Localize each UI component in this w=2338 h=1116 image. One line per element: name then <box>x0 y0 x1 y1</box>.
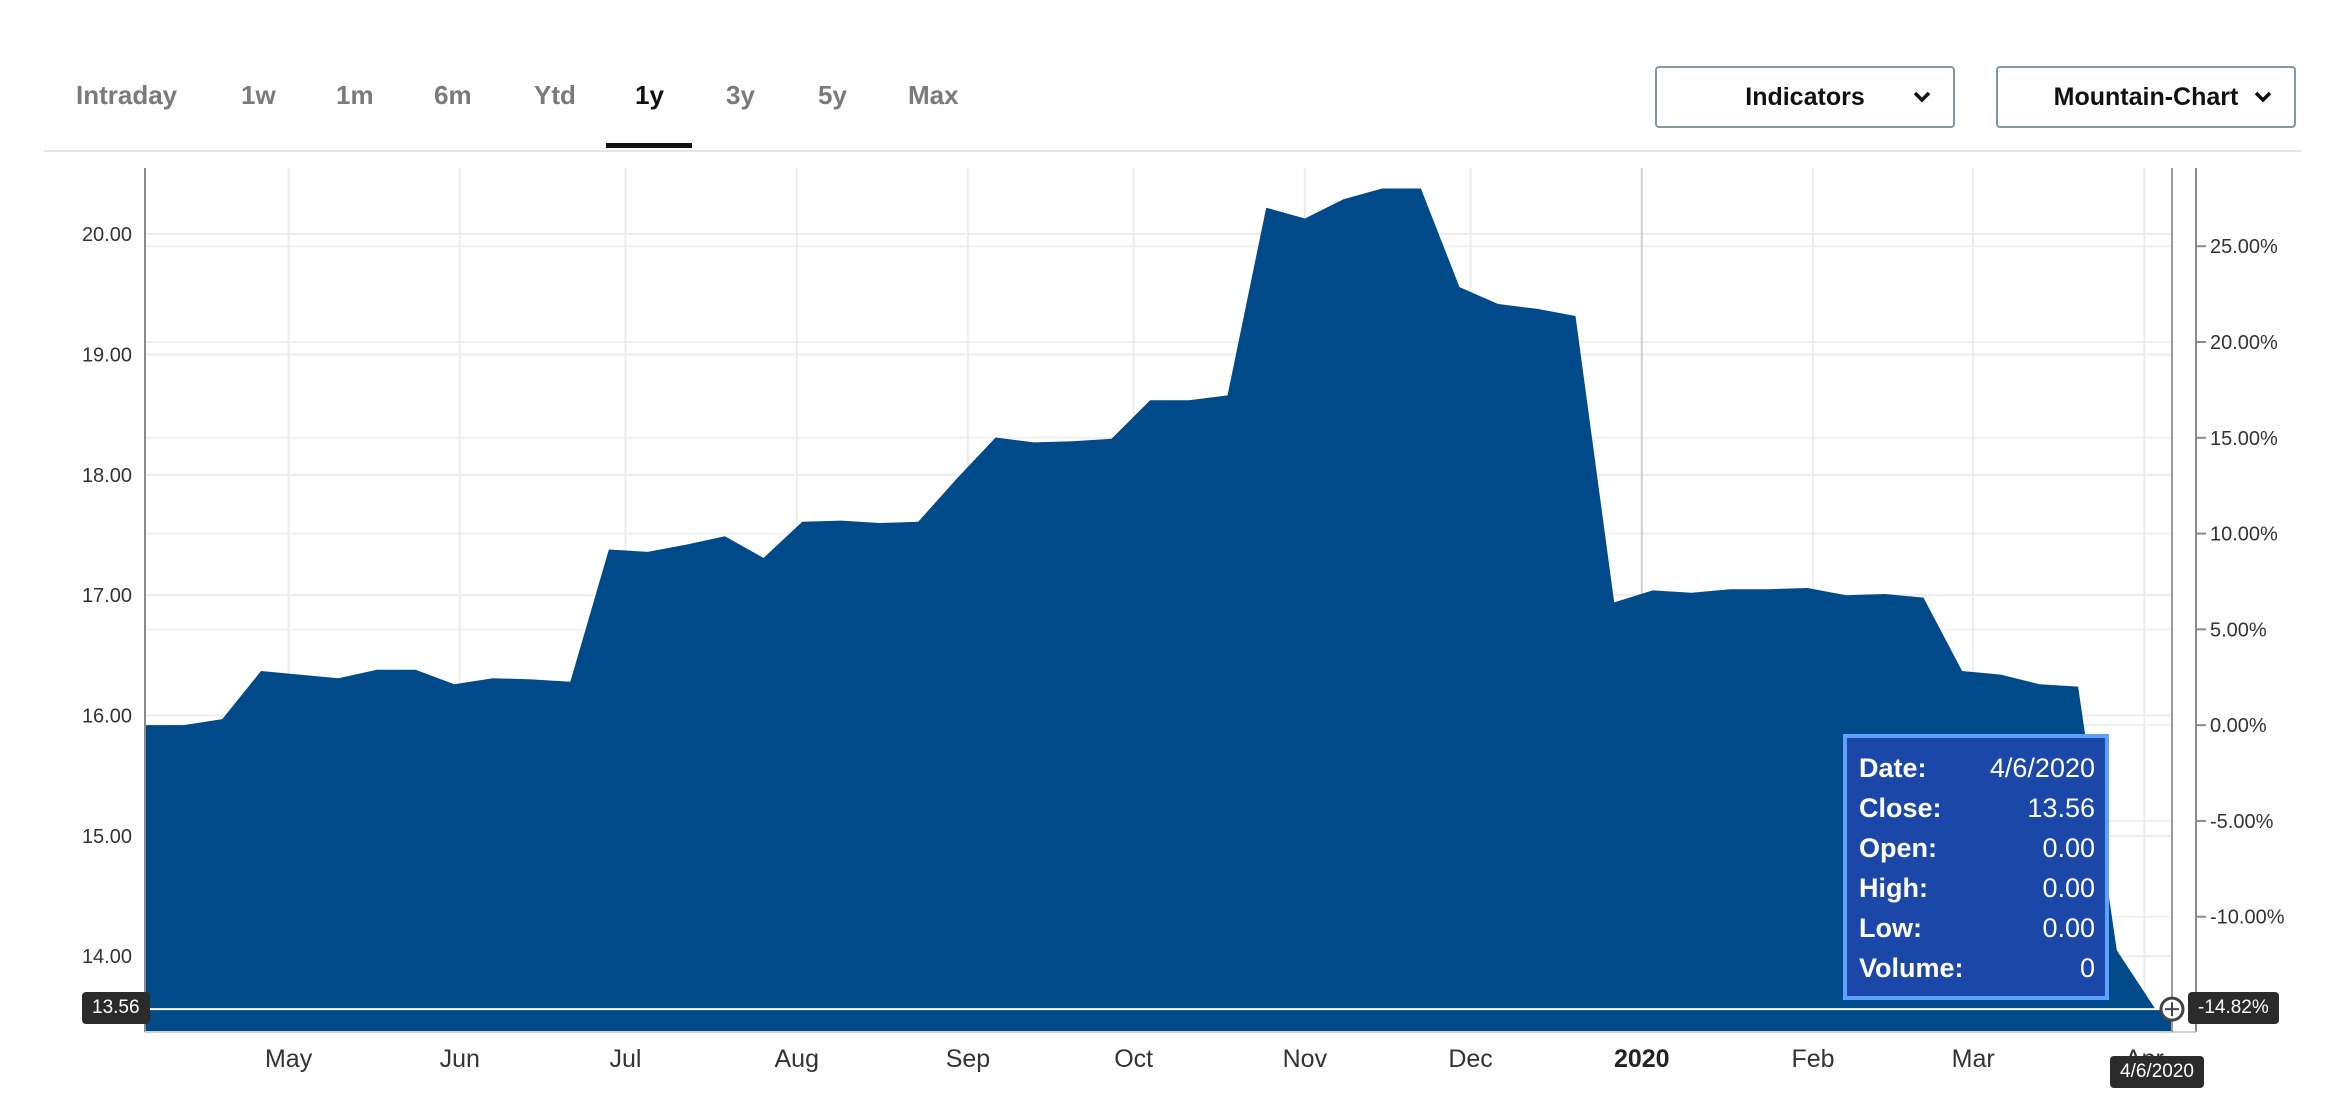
y2-tick-label: 10.00% <box>2210 524 2278 546</box>
y2-tick-label: 25.00% <box>2210 236 2278 258</box>
x-tick-label: Mar <box>1952 1045 1995 1073</box>
y-tick-label: 19.00 <box>82 345 132 367</box>
tab-1m[interactable]: 1m <box>336 80 374 110</box>
y-tick-label: 18.00 <box>82 465 132 487</box>
tooltip-volume-value: 0 <box>2079 952 2095 983</box>
tooltip-open-value: 0.00 <box>2042 832 2095 863</box>
tab-3y[interactable]: 3y <box>726 80 755 110</box>
y2-tick-label: -10.00% <box>2210 907 2285 929</box>
x-tick-label: Oct <box>1114 1045 1153 1073</box>
chevron-down-icon <box>2254 91 2272 103</box>
tooltip-date-label: Date: <box>1859 752 1927 783</box>
chevron-down-icon <box>1913 91 1931 103</box>
tooltip-low-row: Low: 0.00 <box>1859 908 2095 948</box>
tooltip-open-row: Open: 0.00 <box>1859 828 2095 868</box>
crosshair-price-badge: 13.56 <box>82 992 150 1024</box>
chart-type-label: Mountain-Chart <box>2053 82 2239 111</box>
data-tooltip: Date: 4/6/2020 Close: 13.56 Open: 0.00 High… <box>1843 734 2109 1000</box>
y2-tick-label: -5.00% <box>2210 811 2274 833</box>
x-tick-label: Sep <box>946 1045 990 1073</box>
x-tick-label: Feb <box>1791 1045 1834 1073</box>
y-tick-label: 17.00 <box>82 585 132 607</box>
indicators-label: Indicators <box>1745 82 1865 111</box>
price-area <box>145 188 2172 1032</box>
tooltip-close-row: Close: 13.56 <box>1859 788 2095 828</box>
tab-6m[interactable]: 6m <box>434 80 472 110</box>
chart-type-dropdown[interactable]: Mountain-Chart <box>1996 66 2296 128</box>
tab-5y[interactable]: 5y <box>818 80 847 110</box>
tab-1y[interactable]: 1y <box>635 80 664 110</box>
tooltip-volume-label: Volume: <box>1859 952 1964 983</box>
y-tick-label: 14.00 <box>82 946 132 968</box>
x-tick-label: Jul <box>610 1045 642 1073</box>
tooltip-volume-row: Volume: 0 <box>1859 948 2095 988</box>
tooltip-low-value: 0.00 <box>2042 912 2095 943</box>
tab-intraday[interactable]: Intraday <box>76 80 178 110</box>
x-tick-label: Dec <box>1448 1045 1492 1073</box>
tooltip-date-row: Date: 4/6/2020 <box>1859 748 2095 788</box>
y-tick-label: 20.00 <box>82 224 132 246</box>
tooltip-high-row: High: 0.00 <box>1859 868 2095 908</box>
x-tick-label: Jun <box>440 1045 480 1073</box>
crosshair-date-badge: 4/6/2020 <box>2110 1056 2204 1088</box>
y2-tick-label: 5.00% <box>2210 619 2267 641</box>
x-tick-label: Aug <box>774 1045 818 1073</box>
tab-ytd[interactable]: Ytd <box>534 80 576 110</box>
indicators-dropdown[interactable]: Indicators <box>1655 66 1955 128</box>
tab-max[interactable]: Max <box>908 80 959 110</box>
tooltip-high-label: High: <box>1859 872 1928 903</box>
y-tick-label: 15.00 <box>82 826 132 848</box>
active-tab-underline <box>606 143 692 148</box>
x-tick-label: May <box>265 1045 313 1073</box>
tooltip-close-value: 13.56 <box>2027 792 2095 823</box>
crosshair-percent-badge: -14.82% <box>2188 992 2279 1024</box>
y2-tick-label: 20.00% <box>2210 332 2278 354</box>
y2-tick-label: 0.00% <box>2210 715 2267 737</box>
tab-1w[interactable]: 1w <box>241 80 276 110</box>
y2-tick-label: 15.00% <box>2210 428 2278 450</box>
tooltip-low-label: Low: <box>1859 912 1922 943</box>
tooltip-close-label: Close: <box>1859 792 1942 823</box>
x-tick-label: 2020 <box>1614 1045 1670 1073</box>
tooltip-date-value: 4/6/2020 <box>1989 752 2095 783</box>
x-tick-label: Nov <box>1283 1045 1328 1073</box>
tooltip-open-label: Open: <box>1859 832 1937 863</box>
tooltip-high-value: 0.00 <box>2042 872 2095 903</box>
y-tick-label: 16.00 <box>82 706 132 728</box>
time-range-tabs: Intraday 1w 1m 6m Ytd 1y 3y 5y Max <box>44 60 2302 152</box>
